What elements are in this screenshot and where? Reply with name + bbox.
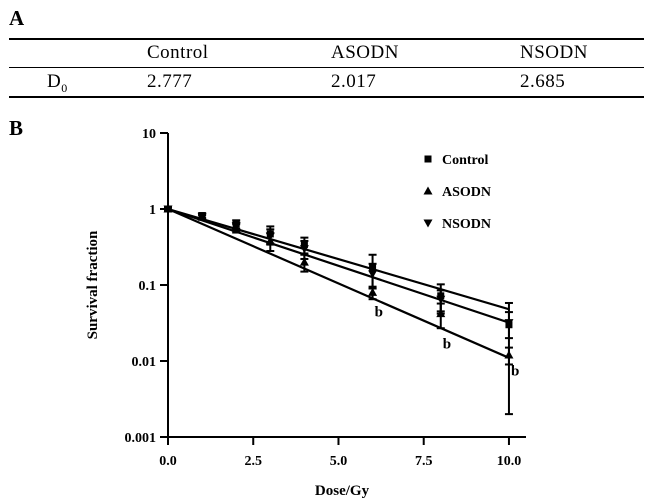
legend-marker-asodn (423, 186, 433, 195)
y-tick-label-4: 0.001 (125, 431, 157, 446)
x-tick-label-0: 0.0 (159, 454, 177, 469)
legend-label-control: Control (442, 153, 489, 168)
point-asodn-6 (436, 309, 446, 318)
table-row-label: D0 (47, 71, 68, 96)
table-row-label-sub: 0 (61, 80, 68, 95)
legend-label-asodn: ASODN (442, 185, 491, 200)
panel-a-label: A (9, 6, 25, 30)
y-tick-label-0: 10 (142, 127, 156, 142)
point-nsodn-6 (436, 295, 446, 304)
table-row-label-main: D (47, 71, 62, 92)
annotation-b-2: b (511, 363, 519, 379)
y-tick-label-2: 0.1 (139, 279, 157, 294)
point-nsodn-5 (368, 270, 378, 279)
legend-marker-control (424, 155, 432, 163)
point-nsodn-2 (231, 222, 241, 231)
legend-label-nsodn: NSODN (442, 217, 491, 232)
table-header-asodn: ASODN (331, 42, 399, 63)
point-asodn-7 (504, 350, 514, 359)
point-nsodn-3 (265, 232, 275, 241)
table-cell-nsodn: 2.685 (520, 71, 566, 92)
table-bottom-rule (9, 96, 644, 98)
table-cell-control: 2.777 (147, 71, 193, 92)
fit-line-asodn (167, 207, 510, 359)
x-tick-label-2: 5.0 (330, 454, 348, 469)
y-tick-label-3: 0.01 (132, 355, 157, 370)
table-header-nsodn: NSODN (520, 42, 588, 63)
table-header-control: Control (147, 42, 209, 63)
point-nsodn-7 (504, 319, 514, 328)
x-tick-label-4: 10.0 (497, 454, 522, 469)
annotation-b-0: b (375, 304, 383, 320)
table-top-rule (9, 38, 644, 40)
x-tick-label-3: 7.5 (415, 454, 433, 469)
fit-line-control (167, 207, 510, 311)
fit-line-nsodn (167, 207, 510, 324)
y-axis-label: Survival fraction (85, 230, 101, 339)
point-asodn-4 (299, 257, 309, 266)
annotation-b-1: b (443, 336, 451, 352)
table-mid-rule (9, 67, 644, 68)
d0-table: Control ASODN NSODN D0 2.777 2.017 2.685 (9, 38, 644, 98)
point-nsodn-1 (197, 212, 207, 221)
legend-marker-nsodn (423, 219, 433, 228)
panel-b-label: B (9, 116, 24, 140)
x-tick-label-1: 2.5 (244, 454, 262, 469)
table-cell-asodn: 2.017 (331, 71, 377, 92)
y-tick-label-1: 1 (149, 203, 156, 218)
point-nsodn-4 (299, 245, 309, 254)
x-axis-label: Dose/Gy (315, 483, 370, 499)
point-nsodn-0 (163, 205, 173, 214)
point-asodn-5 (368, 287, 378, 296)
